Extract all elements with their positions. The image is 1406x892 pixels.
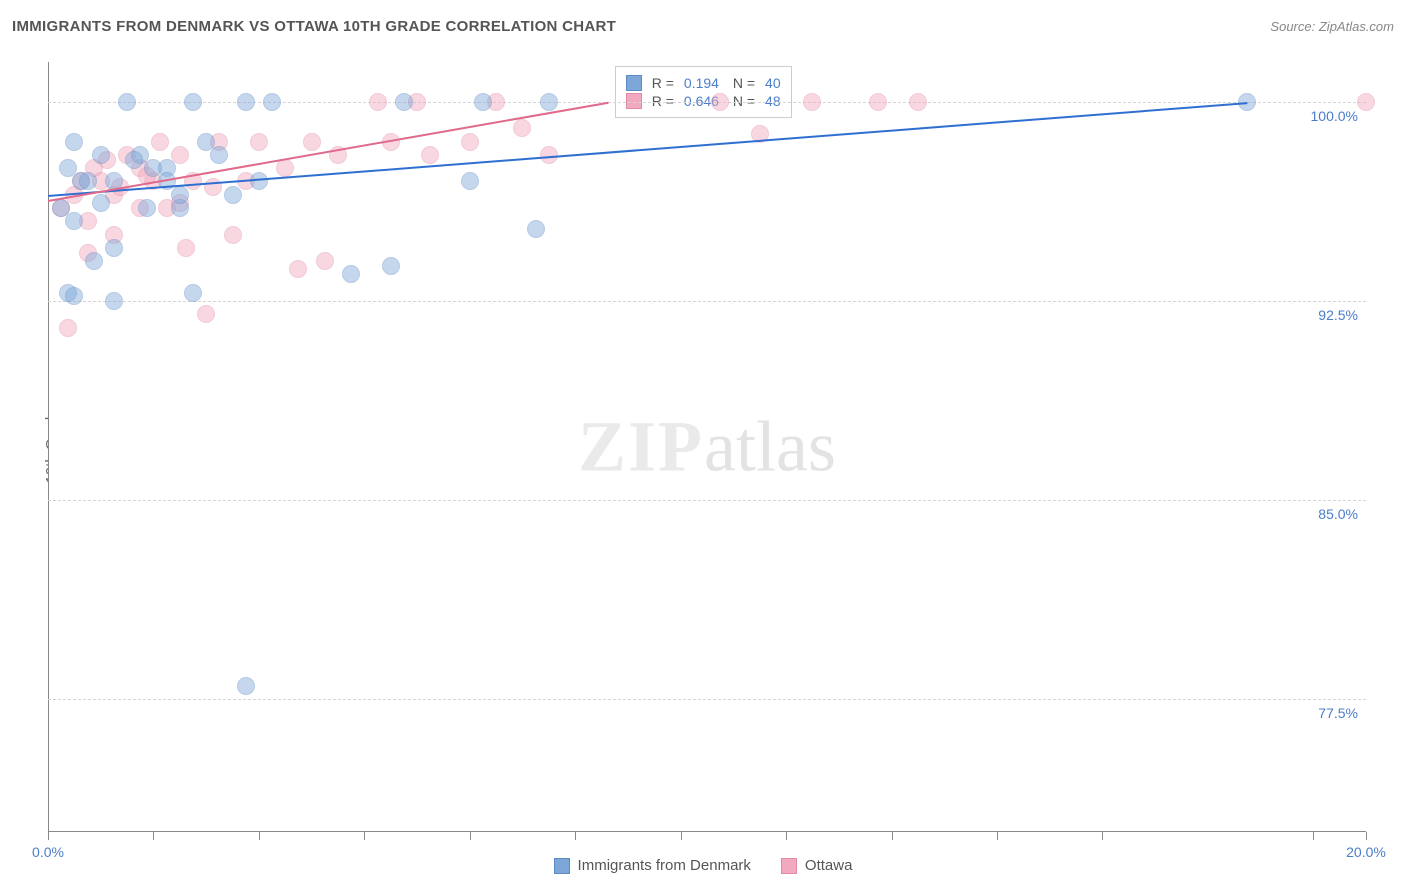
source-prefix: Source: [1270, 19, 1315, 34]
x-tick [681, 832, 682, 840]
x-tick [1102, 832, 1103, 840]
watermark-zip: ZIP [578, 407, 704, 487]
data-point-ottawa [303, 133, 321, 151]
data-point-denmark [382, 257, 400, 275]
y-tick-label: 77.5% [1318, 705, 1358, 721]
data-point-denmark [395, 93, 413, 111]
data-point-denmark [263, 93, 281, 111]
data-point-ottawa [803, 93, 821, 111]
data-point-ottawa [421, 146, 439, 164]
data-point-denmark [65, 287, 83, 305]
data-point-denmark [237, 677, 255, 695]
legend-swatch-denmark [554, 858, 570, 874]
data-point-denmark [125, 151, 143, 169]
stats-r-denmark: 0.194 [684, 75, 719, 91]
x-tick [364, 832, 365, 840]
legend-label-denmark: Immigrants from Denmark [578, 857, 751, 874]
data-point-denmark [461, 172, 479, 190]
y-tick-label: 92.5% [1318, 307, 1358, 323]
stats-r-label: R = [652, 75, 674, 91]
data-point-ottawa [513, 119, 531, 137]
data-point-ottawa [369, 93, 387, 111]
data-point-denmark [79, 172, 97, 190]
gridline [48, 301, 1366, 302]
data-point-ottawa [276, 159, 294, 177]
y-axis-line [48, 62, 49, 832]
watermark: ZIPatlas [578, 406, 836, 489]
legend-swatch-ottawa [781, 858, 797, 874]
stats-row-denmark: R = 0.194 N = 40 [626, 75, 781, 91]
legend-item-ottawa: Ottawa [781, 857, 853, 874]
data-point-denmark [184, 284, 202, 302]
data-point-ottawa [289, 260, 307, 278]
stats-n-label: N = [729, 75, 755, 91]
data-point-ottawa [250, 133, 268, 151]
y-tick-label: 85.0% [1318, 506, 1358, 522]
scatter-chart: ZIPatlas R = 0.194 N = 40 R = 0.646 N = … [48, 62, 1366, 832]
data-point-ottawa [869, 93, 887, 111]
data-point-ottawa [224, 226, 242, 244]
legend-label-ottawa: Ottawa [805, 857, 853, 874]
data-point-denmark [138, 199, 156, 217]
data-point-denmark [184, 93, 202, 111]
x-tick [575, 832, 576, 840]
data-point-denmark [237, 93, 255, 111]
data-point-ottawa [1357, 93, 1375, 111]
x-tick [1313, 832, 1314, 840]
swatch-denmark [626, 75, 642, 91]
data-point-denmark [105, 292, 123, 310]
x-tick [786, 832, 787, 840]
bottom-legend: Immigrants from Denmark Ottawa [0, 857, 1406, 874]
data-point-ottawa [909, 93, 927, 111]
data-point-denmark [250, 172, 268, 190]
data-point-denmark [171, 186, 189, 204]
data-point-denmark [224, 186, 242, 204]
data-point-ottawa [461, 133, 479, 151]
stats-legend-box: R = 0.194 N = 40 R = 0.646 N = 48 [615, 66, 792, 118]
chart-header: IMMIGRANTS FROM DENMARK VS OTTAWA 10TH G… [12, 18, 1394, 35]
legend-item-denmark: Immigrants from Denmark [554, 857, 751, 874]
watermark-atlas: atlas [704, 407, 836, 487]
x-axis-line [48, 831, 1366, 832]
data-point-denmark [210, 146, 228, 164]
data-point-denmark [527, 220, 545, 238]
data-point-denmark [474, 93, 492, 111]
data-point-ottawa [711, 93, 729, 111]
x-tick [48, 832, 49, 840]
data-point-ottawa [59, 319, 77, 337]
x-tick [997, 832, 998, 840]
data-point-denmark [118, 93, 136, 111]
data-point-denmark [342, 265, 360, 283]
data-point-ottawa [171, 146, 189, 164]
x-tick [1366, 832, 1367, 840]
stats-n-denmark: 40 [765, 75, 781, 91]
data-point-denmark [92, 146, 110, 164]
data-point-ottawa [204, 178, 222, 196]
data-point-denmark [65, 133, 83, 151]
x-tick [153, 832, 154, 840]
x-tick [259, 832, 260, 840]
x-tick [470, 832, 471, 840]
chart-title: IMMIGRANTS FROM DENMARK VS OTTAWA 10TH G… [12, 18, 616, 35]
source-name: ZipAtlas.com [1319, 19, 1394, 34]
data-point-denmark [85, 252, 103, 270]
gridline [48, 500, 1366, 501]
data-point-denmark [105, 239, 123, 257]
data-point-ottawa [316, 252, 334, 270]
data-point-ottawa [177, 239, 195, 257]
y-tick-label: 100.0% [1311, 108, 1358, 124]
gridline [48, 699, 1366, 700]
data-point-denmark [540, 93, 558, 111]
x-tick [892, 832, 893, 840]
data-point-denmark [92, 194, 110, 212]
data-point-denmark [65, 212, 83, 230]
data-point-ottawa [151, 133, 169, 151]
data-point-ottawa [197, 305, 215, 323]
source-attribution: Source: ZipAtlas.com [1270, 19, 1394, 34]
